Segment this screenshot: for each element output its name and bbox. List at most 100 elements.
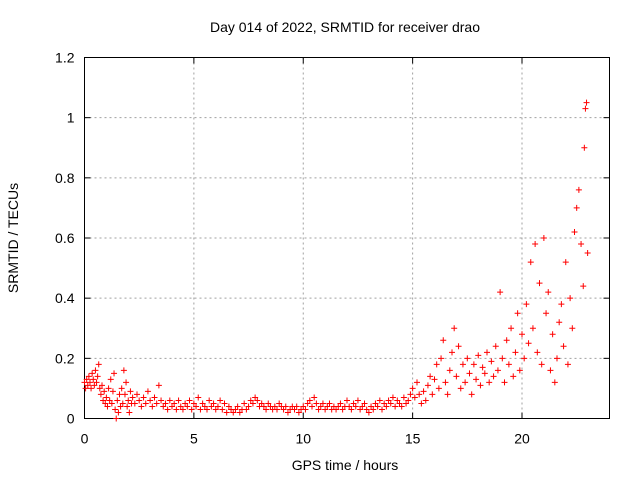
data-point [230, 409, 237, 416]
data-point [190, 400, 197, 407]
data-point [466, 370, 473, 377]
data-point [459, 361, 466, 368]
data-point [182, 400, 189, 407]
data-point [536, 280, 543, 287]
data-point [462, 379, 469, 386]
data-point [223, 409, 230, 416]
data-point [119, 400, 126, 407]
x-tick-label: 15 [405, 431, 421, 447]
data-point [396, 400, 403, 407]
data-point [280, 406, 287, 413]
data-point [208, 403, 215, 410]
data-point [409, 385, 416, 392]
data-point [468, 391, 475, 398]
data-point [322, 406, 329, 413]
data-point [379, 406, 385, 413]
data-point [124, 403, 131, 410]
grid-lines [84, 57, 610, 419]
data-point [540, 235, 547, 241]
data-point [95, 361, 102, 368]
data-point [473, 376, 480, 383]
data-point [492, 343, 499, 350]
data-point [525, 340, 532, 347]
data-point [193, 403, 200, 410]
data-point [554, 355, 560, 362]
data-point [392, 403, 399, 410]
data-point [83, 376, 90, 383]
data-point [149, 403, 156, 410]
data-point [113, 415, 120, 422]
data-point [111, 370, 118, 377]
data-point [547, 367, 554, 374]
data-point [120, 367, 127, 374]
data-point [86, 379, 93, 386]
data-point [201, 403, 208, 410]
data-point [532, 241, 539, 248]
data-point [263, 406, 270, 413]
data-point [225, 403, 232, 410]
data-point [100, 397, 107, 404]
data-point [166, 397, 173, 404]
data-point [125, 397, 132, 404]
data-point [583, 99, 590, 106]
data-point [177, 403, 184, 410]
data-point [245, 403, 252, 410]
data-point [103, 394, 110, 401]
data-point [543, 310, 550, 317]
data-point [440, 337, 447, 344]
data-point [114, 397, 121, 404]
data-point [527, 259, 534, 266]
data-point [236, 409, 243, 416]
data-point [93, 379, 100, 386]
data-point [503, 337, 510, 344]
data-point [484, 349, 490, 356]
data-point [155, 382, 162, 389]
data-point [427, 373, 434, 380]
y-axis-label: SRMTID / TECUs [5, 183, 21, 293]
data-point [121, 391, 128, 398]
data-point [424, 382, 431, 389]
data-point [179, 406, 186, 413]
data-point [112, 406, 119, 413]
data-point [389, 394, 396, 401]
data-point [344, 397, 350, 404]
data-point [470, 361, 477, 368]
data-point [558, 301, 565, 308]
data-point [206, 397, 213, 404]
data-point [481, 370, 488, 377]
data-point [221, 400, 228, 407]
data-point [573, 204, 580, 211]
data-point [490, 373, 497, 380]
data-point [186, 397, 193, 404]
data-point [101, 388, 108, 395]
y-tick-label: 0.8 [55, 170, 75, 186]
data-point [560, 343, 567, 350]
data-point [370, 406, 377, 413]
data-point [385, 397, 392, 404]
data-point [416, 391, 423, 398]
data-point [324, 403, 331, 410]
data-point [581, 144, 588, 151]
data-points [81, 99, 591, 422]
data-point [551, 379, 558, 386]
data-point [199, 400, 206, 407]
data-point [249, 400, 256, 407]
data-point [508, 325, 515, 332]
data-point [131, 400, 138, 407]
data-point [420, 388, 427, 395]
data-point [348, 406, 355, 413]
data-point [195, 394, 202, 401]
data-point [575, 186, 582, 193]
data-point [363, 406, 370, 413]
data-point [89, 370, 96, 377]
data-point [333, 406, 340, 413]
x-tick-label: 10 [295, 431, 311, 447]
data-point [162, 400, 169, 407]
data-point [562, 259, 569, 266]
data-point [96, 385, 103, 392]
data-point [501, 379, 508, 386]
data-point [260, 403, 267, 410]
data-point [164, 406, 171, 413]
data-point [147, 397, 154, 404]
data-point [108, 400, 115, 407]
